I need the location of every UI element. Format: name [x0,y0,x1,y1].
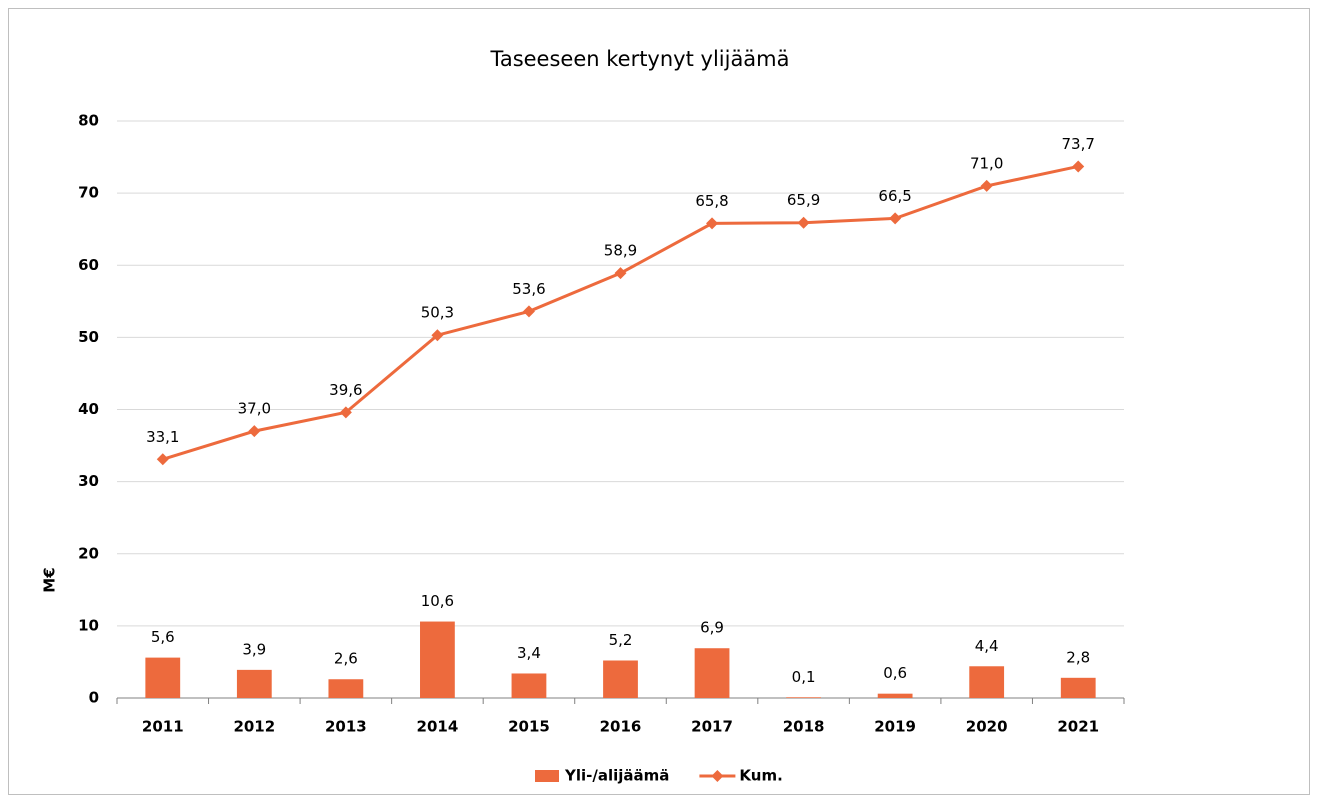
bar [511,673,547,698]
data-label: 5,2 [609,631,633,649]
data-label: 33,1 [146,428,179,446]
line-marker [614,267,627,280]
x-tick-label: 2013 [325,718,367,736]
legend-swatch [535,770,559,782]
data-label: 65,8 [695,192,728,210]
bar [1060,677,1096,698]
bar [420,621,455,698]
data-label: 37,0 [238,400,271,418]
data-label: 50,3 [421,304,454,322]
bar [603,660,638,698]
line-marker [431,329,444,342]
bar [969,666,1005,698]
y-tick-label: 80 [78,112,99,130]
data-label: 4,4 [975,637,999,655]
data-label: 66,5 [878,187,911,205]
bar [877,693,913,698]
x-tick-label: 2014 [417,718,459,736]
data-label: 65,9 [787,191,820,209]
data-label: 39,6 [329,381,362,399]
line-marker [980,179,993,192]
bar [236,669,272,698]
x-tick-label: 2011 [142,718,184,736]
bar [786,697,821,698]
data-label: 6,9 [700,619,724,637]
x-tick-label: 2016 [600,718,642,736]
data-label: 10,6 [421,592,454,610]
data-label: 58,9 [604,242,637,260]
y-tick-label: 70 [78,184,99,202]
x-tick-label: 2017 [691,718,733,736]
data-label: 3,9 [242,640,266,658]
data-label: 53,6 [512,280,545,298]
bar [145,657,181,698]
line-marker [156,453,169,466]
x-tick-label: 2020 [966,718,1008,736]
line-marker [248,425,261,438]
data-label: 2,8 [1066,648,1090,666]
data-label: 0,1 [792,668,816,686]
bar [328,679,364,698]
chart-border [8,8,1310,795]
line-marker [522,305,535,318]
data-label: 5,6 [151,628,175,646]
y-tick-label: 60 [78,256,99,274]
line-marker [797,216,810,229]
x-tick-label: 2012 [233,718,275,736]
legend-swatch [711,770,724,782]
y-tick-label: 10 [78,616,99,634]
y-tick-label: 50 [78,328,99,346]
line-marker [1072,160,1085,173]
line-marker [706,217,719,230]
data-label: 3,4 [517,644,541,662]
data-label: 0,6 [883,664,907,682]
legend-label: Kum. [739,767,782,785]
chart-title: Taseeseen kertynyt ylijäämä [489,47,789,71]
y-tick-label: 0 [89,689,99,707]
y-tick-label: 30 [78,472,99,490]
y-axis-label: M€ [41,567,59,592]
bar [694,648,730,698]
x-tick-label: 2021 [1057,718,1099,736]
data-label: 2,6 [334,650,358,668]
x-tick-label: 2015 [508,718,550,736]
data-label: 71,0 [970,154,1003,172]
line-marker [889,212,902,225]
x-tick-label: 2019 [874,718,916,736]
legend-label: Yli-/alijäämä [564,767,669,785]
line-marker [339,406,352,419]
y-tick-label: 40 [78,400,99,418]
x-tick-label: 2018 [783,718,825,736]
y-tick-label: 20 [78,544,99,562]
data-label: 73,7 [1062,135,1095,153]
